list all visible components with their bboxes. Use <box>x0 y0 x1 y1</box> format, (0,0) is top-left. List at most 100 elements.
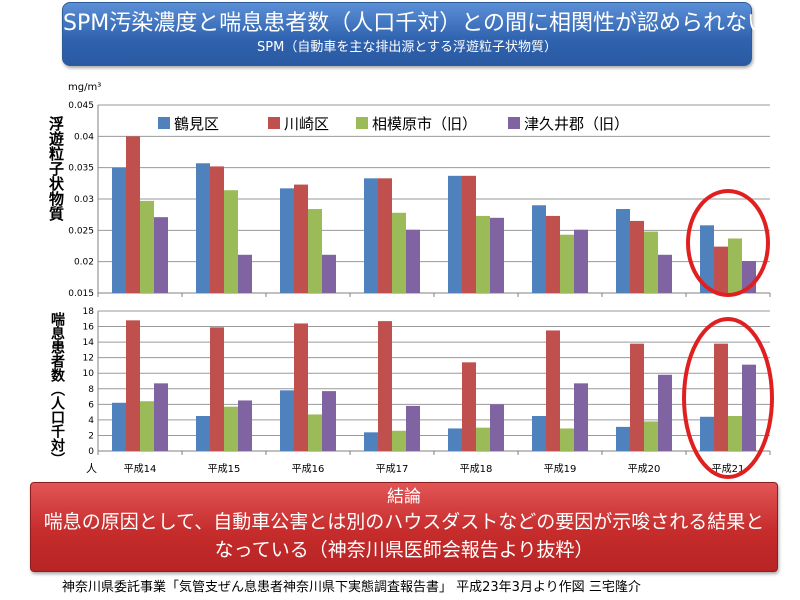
spm-bar-相模原市（旧）-平成19 <box>560 234 574 293</box>
asthma-bar-相模原市（旧）-平成16 <box>308 414 322 451</box>
spm-y-tick-label: 0.025 <box>68 226 94 236</box>
highlight-circle-asthma <box>682 317 774 479</box>
spm-bar-相模原市（旧）-平成21 <box>728 238 742 293</box>
spm-y-tick-label: 0.015 <box>68 289 94 299</box>
asthma-bar-鶴見区-平成18 <box>448 428 462 451</box>
x-category-label: 平成21 <box>712 463 745 475</box>
conclusion-box: 結論 喘息の原因として、自動車公害とは別のハウスダストなどの要因が示唆される結果… <box>30 482 778 572</box>
asthma-bar-川崎区-平成18 <box>462 362 476 451</box>
asthma-y-tick-label: 0 <box>88 447 94 457</box>
asthma-bar-相模原市（旧）-平成17 <box>392 430 406 451</box>
spm-bar-鶴見区-平成20 <box>616 209 630 293</box>
chart-title: SPM汚染濃度と喘息患者数（人口千対）との間に相関性が認められない <box>63 11 769 36</box>
asthma-bar-川崎区-平成15 <box>210 327 224 451</box>
spm-bar-相模原市（旧）-平成14 <box>140 200 154 293</box>
spm-bar-鶴見区-平成14 <box>112 167 126 293</box>
spm-y-tick-label: 0.03 <box>74 195 94 205</box>
spm-bar-相模原市（旧）-平成20 <box>644 231 658 293</box>
legend-label: 相模原市（旧） <box>372 115 477 133</box>
spm-bar-津久井郡（旧）-平成16 <box>322 254 336 293</box>
asthma-y-tick-label: 12 <box>83 354 94 364</box>
asthma-bar-津久井郡（旧）-平成18 <box>490 404 504 451</box>
spm-bar-津久井郡（旧）-平成20 <box>658 254 672 293</box>
x-category-label: 平成20 <box>628 463 661 475</box>
asthma-bar-鶴見区-平成20 <box>616 426 630 451</box>
spm-bar-相模原市（旧）-平成16 <box>308 209 322 293</box>
top-y-axis-label: 浮遊粒子状物質 <box>47 116 65 221</box>
spm-bar-相模原市（旧）-平成15 <box>224 190 238 293</box>
bottom-y-axis-label: 喘息患者数（人口千対） <box>49 312 65 466</box>
legend-swatch-津久井郡（旧） <box>508 117 520 129</box>
spm-y-tick-label: 0.035 <box>68 164 94 174</box>
spm-bar-川崎区-平成15 <box>210 166 224 293</box>
spm-bar-川崎区-平成18 <box>462 175 476 293</box>
spm-bar-津久井郡（旧）-平成19 <box>574 229 588 293</box>
highlight-circle-spm <box>686 189 770 297</box>
x-category-label: 平成19 <box>544 463 577 475</box>
spm-bar-津久井郡（旧）-平成18 <box>490 217 504 293</box>
title-banner: SPM汚染濃度と喘息患者数（人口千対）との間に相関性が認められない SPM（自動… <box>62 2 769 66</box>
spm-y-tick-label: 0.02 <box>74 258 94 268</box>
asthma-bar-鶴見区-平成17 <box>364 432 378 451</box>
asthma-bar-津久井郡（旧）-平成14 <box>154 383 168 451</box>
asthma-bar-津久井郡（旧）-平成21 <box>742 364 756 451</box>
x-category-label: 平成15 <box>208 463 241 475</box>
asthma-bar-川崎区-平成21 <box>714 343 728 451</box>
source-note: 神奈川県委託事業「気管支ぜん息患者神奈川県下実態調査報告書」 平成23年3月より… <box>62 580 641 595</box>
spm-bar-相模原市（旧）-平成18 <box>476 215 490 293</box>
asthma-y-tick-label: 8 <box>88 385 94 395</box>
asthma-bar-相模原市（旧）-平成15 <box>224 406 238 451</box>
asthma-y-tick-label: 18 <box>83 307 95 317</box>
x-category-label: 平成18 <box>460 463 493 475</box>
bottom-unit-label: 人 <box>86 462 97 475</box>
asthma-bar-相模原市（旧）-平成21 <box>728 416 742 451</box>
spm-bar-川崎区-平成21 <box>714 246 728 293</box>
asthma-bar-鶴見区-平成15 <box>196 416 210 451</box>
asthma-y-tick-label: 4 <box>88 416 94 426</box>
spm-bar-川崎区-平成20 <box>630 220 644 293</box>
conclusion-body: 喘息の原因として、自動車公害とは別のハウスダストなどの要因が示唆される結果となっ… <box>43 511 765 561</box>
asthma-bar-鶴見区-平成14 <box>112 402 126 451</box>
spm-bar-川崎区-平成14 <box>126 136 140 293</box>
spm-bar-津久井郡（旧）-平成17 <box>406 229 420 293</box>
spm-bar-鶴見区-平成16 <box>280 188 294 293</box>
spm-bar-川崎区-平成17 <box>378 178 392 293</box>
x-category-label: 平成16 <box>292 463 325 475</box>
spm-bar-相模原市（旧）-平成17 <box>392 212 406 293</box>
asthma-y-tick-label: 2 <box>88 431 94 441</box>
legend-swatch-川崎区 <box>268 117 280 129</box>
asthma-y-tick-label: 6 <box>88 400 94 410</box>
chart-subtitle: SPM（自動車を主な排出源とする浮遊粒子状物質） <box>257 40 557 55</box>
spm-bar-鶴見区-平成17 <box>364 178 378 293</box>
spm-bar-鶴見区-平成19 <box>532 205 546 293</box>
asthma-bar-相模原市（旧）-平成18 <box>476 427 490 451</box>
asthma-bar-川崎区-平成14 <box>126 320 140 451</box>
spm-y-tick-label: 0.045 <box>68 101 94 111</box>
asthma-bar-津久井郡（旧）-平成19 <box>574 383 588 451</box>
asthma-bar-川崎区-平成20 <box>630 343 644 451</box>
legend-swatch-相模原市（旧） <box>356 117 368 129</box>
legend-swatch-鶴見区 <box>158 117 170 129</box>
spm-bar-鶴見区-平成15 <box>196 163 210 293</box>
legend-label: 鶴見区 <box>174 115 219 133</box>
asthma-y-tick-label: 14 <box>83 338 95 348</box>
asthma-y-tick-label: 10 <box>83 369 95 379</box>
x-category-label: 平成17 <box>376 463 409 475</box>
asthma-bar-津久井郡（旧）-平成17 <box>406 405 420 451</box>
asthma-bar-相模原市（旧）-平成14 <box>140 401 154 451</box>
top-unit-label: mg/m³ <box>68 82 102 93</box>
spm-bar-津久井郡（旧）-平成14 <box>154 217 168 293</box>
asthma-bar-川崎区-平成19 <box>546 330 560 451</box>
spm-bar-川崎区-平成19 <box>546 215 560 293</box>
asthma-bar-津久井郡（旧）-平成16 <box>322 391 336 451</box>
asthma-bar-川崎区-平成16 <box>294 323 308 451</box>
spm-bar-鶴見区-平成21 <box>700 225 714 293</box>
spm-y-tick-label: 0.04 <box>74 132 94 142</box>
legend-label: 津久井郡（旧） <box>524 115 629 133</box>
asthma-bar-鶴見区-平成16 <box>280 390 294 451</box>
legend-label: 川崎区 <box>284 115 329 133</box>
spm-bar-鶴見区-平成18 <box>448 175 462 293</box>
asthma-bar-鶴見区-平成21 <box>700 416 714 451</box>
asthma-y-tick-label: 16 <box>83 323 95 333</box>
